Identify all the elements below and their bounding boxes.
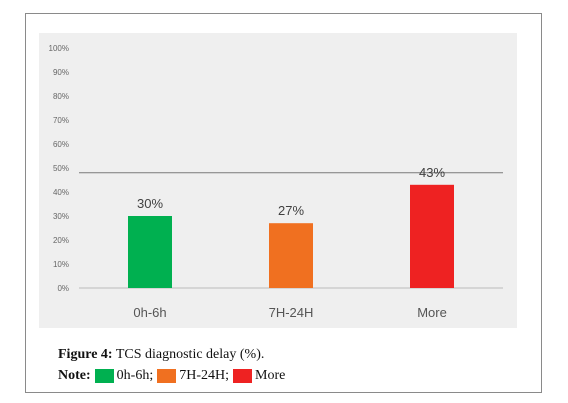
bar	[269, 223, 313, 288]
y-tick-label: 30%	[53, 212, 69, 221]
x-tick-label: 7H-24H	[269, 305, 314, 320]
y-tick-label: 0%	[57, 284, 69, 293]
y-tick-label: 50%	[53, 164, 69, 173]
y-tick-label: 70%	[53, 116, 69, 125]
legend-item-0h-6h: 0h-6h;	[94, 368, 154, 384]
y-tick-label: 90%	[53, 68, 69, 77]
y-tick-label: 40%	[53, 188, 69, 197]
legend-item-more: More	[233, 368, 285, 384]
y-tick-label: 20%	[53, 236, 69, 245]
y-tick-label: 80%	[53, 92, 69, 101]
y-tick-label: 60%	[53, 140, 69, 149]
figure-caption: Figure 4: TCS diagnostic delay (%).	[58, 347, 264, 363]
data-label: 43%	[419, 165, 445, 180]
legend-item-7h-24h: 7H-24H;	[157, 368, 229, 384]
x-tick-label: 0h-6h	[133, 305, 166, 320]
note-legend: Note: 0h-6h; 7H-24H; More	[58, 368, 289, 384]
legend-swatch-0h-6h	[94, 369, 114, 383]
note-label: Note:	[58, 368, 91, 383]
y-tick-label: 100%	[49, 44, 69, 53]
bar	[128, 216, 172, 288]
legend-swatch-more	[233, 369, 252, 383]
legend-label-more: More	[255, 368, 286, 383]
legend-label-7h-24h: 7H-24H;	[179, 368, 229, 383]
bar	[410, 184, 454, 288]
y-tick-label: 10%	[53, 260, 69, 269]
caption-label: Figure 4:	[58, 347, 113, 362]
data-label: 30%	[137, 196, 163, 211]
legend-swatch-7h-24h	[157, 369, 177, 383]
data-label: 27%	[278, 203, 304, 218]
x-tick-label: More	[417, 305, 447, 320]
legend-label-0h-6h: 0h-6h;	[116, 368, 154, 383]
caption-text: TCS diagnostic delay (%).	[115, 347, 265, 362]
